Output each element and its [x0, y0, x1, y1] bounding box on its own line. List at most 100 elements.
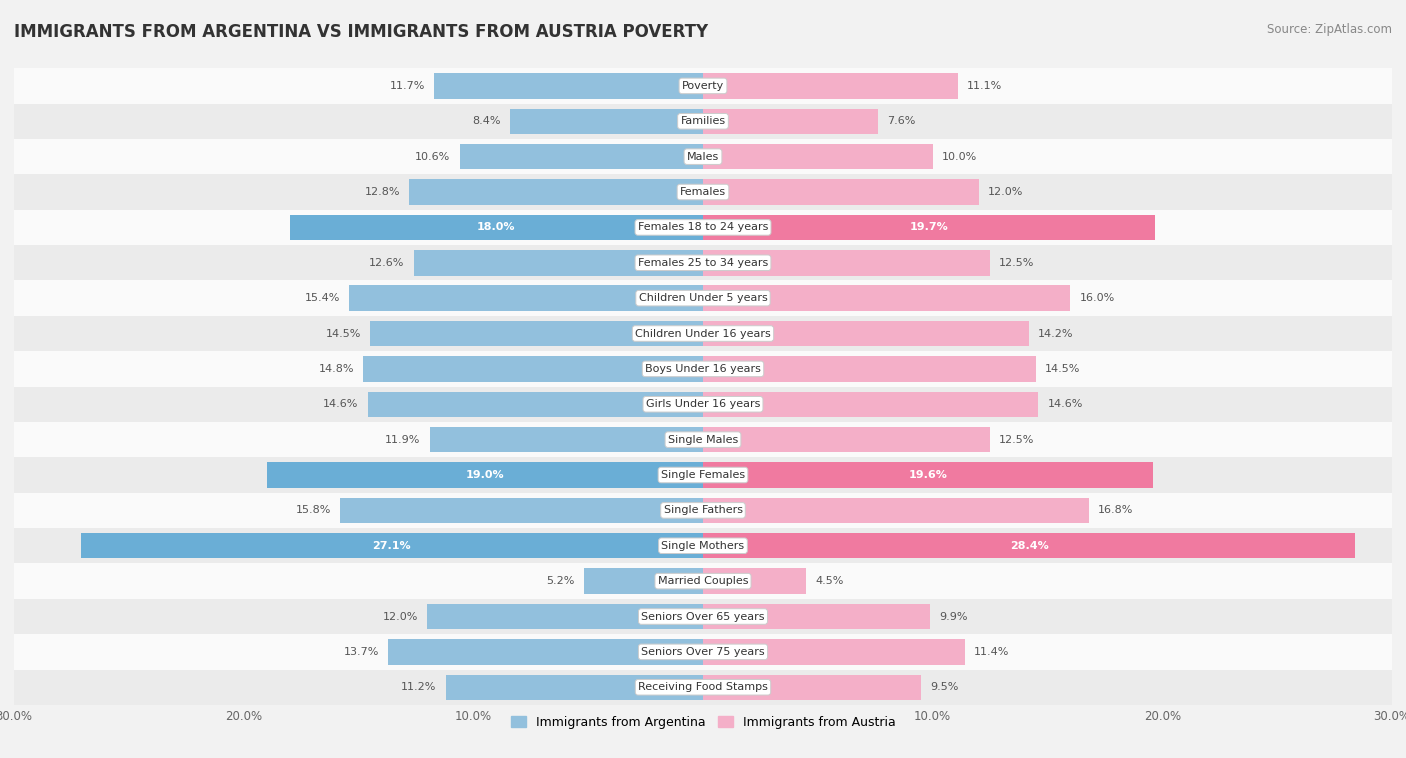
- Text: Single Mothers: Single Mothers: [661, 540, 745, 551]
- Bar: [703, 144, 932, 169]
- Bar: [703, 286, 1070, 311]
- Text: 14.2%: 14.2%: [1038, 328, 1074, 339]
- Text: 8.4%: 8.4%: [472, 116, 501, 127]
- Text: 15.4%: 15.4%: [305, 293, 340, 303]
- Text: Single Fathers: Single Fathers: [664, 506, 742, 515]
- Bar: [14, 493, 1392, 528]
- Bar: [703, 321, 1029, 346]
- Text: Males: Males: [688, 152, 718, 161]
- Bar: [703, 392, 1038, 417]
- Bar: [370, 321, 703, 346]
- Bar: [14, 174, 1392, 210]
- Bar: [14, 210, 1392, 245]
- Text: IMMIGRANTS FROM ARGENTINA VS IMMIGRANTS FROM AUSTRIA POVERTY: IMMIGRANTS FROM ARGENTINA VS IMMIGRANTS …: [14, 23, 709, 41]
- Text: 5.2%: 5.2%: [546, 576, 575, 586]
- Bar: [80, 533, 703, 559]
- Text: 28.4%: 28.4%: [1010, 540, 1049, 551]
- Text: 13.7%: 13.7%: [344, 647, 380, 657]
- Bar: [703, 604, 931, 629]
- Bar: [703, 215, 1156, 240]
- Text: 11.4%: 11.4%: [974, 647, 1010, 657]
- Bar: [583, 568, 703, 594]
- Text: 11.1%: 11.1%: [967, 81, 1002, 91]
- Text: 15.8%: 15.8%: [295, 506, 330, 515]
- Text: 12.5%: 12.5%: [1000, 434, 1035, 445]
- Bar: [368, 392, 703, 417]
- Text: 4.5%: 4.5%: [815, 576, 844, 586]
- Bar: [703, 74, 957, 99]
- Text: 14.8%: 14.8%: [318, 364, 354, 374]
- Bar: [409, 180, 703, 205]
- Text: 19.7%: 19.7%: [910, 222, 949, 233]
- Bar: [703, 250, 990, 275]
- Bar: [703, 427, 990, 453]
- Text: Children Under 5 years: Children Under 5 years: [638, 293, 768, 303]
- Bar: [14, 563, 1392, 599]
- Bar: [703, 639, 965, 665]
- Bar: [703, 108, 877, 134]
- Text: 9.9%: 9.9%: [939, 612, 969, 622]
- Bar: [703, 356, 1036, 381]
- Text: 12.8%: 12.8%: [364, 187, 399, 197]
- Text: Married Couples: Married Couples: [658, 576, 748, 586]
- Text: 12.0%: 12.0%: [988, 187, 1024, 197]
- Bar: [703, 180, 979, 205]
- Text: Boys Under 16 years: Boys Under 16 years: [645, 364, 761, 374]
- Text: 11.7%: 11.7%: [389, 81, 425, 91]
- Text: 12.5%: 12.5%: [1000, 258, 1035, 268]
- Bar: [14, 316, 1392, 351]
- Text: 19.0%: 19.0%: [465, 470, 505, 480]
- Text: 11.9%: 11.9%: [385, 434, 420, 445]
- Bar: [363, 356, 703, 381]
- Bar: [703, 568, 807, 594]
- Text: Families: Families: [681, 116, 725, 127]
- Bar: [14, 599, 1392, 634]
- Bar: [703, 462, 1153, 487]
- Text: 12.0%: 12.0%: [382, 612, 418, 622]
- Bar: [430, 427, 703, 453]
- Bar: [14, 104, 1392, 139]
- Text: 16.0%: 16.0%: [1080, 293, 1115, 303]
- Text: Females: Females: [681, 187, 725, 197]
- Text: Females 18 to 24 years: Females 18 to 24 years: [638, 222, 768, 233]
- Text: 27.1%: 27.1%: [373, 540, 411, 551]
- Bar: [14, 634, 1392, 669]
- Bar: [413, 250, 703, 275]
- Text: 14.5%: 14.5%: [325, 328, 361, 339]
- Text: 9.5%: 9.5%: [931, 682, 959, 692]
- Bar: [427, 604, 703, 629]
- Bar: [434, 74, 703, 99]
- Text: 7.6%: 7.6%: [887, 116, 915, 127]
- Bar: [14, 351, 1392, 387]
- Text: Girls Under 16 years: Girls Under 16 years: [645, 399, 761, 409]
- Bar: [388, 639, 703, 665]
- Text: 14.6%: 14.6%: [323, 399, 359, 409]
- Text: 12.6%: 12.6%: [370, 258, 405, 268]
- Text: 16.8%: 16.8%: [1098, 506, 1133, 515]
- Bar: [290, 215, 703, 240]
- Bar: [14, 422, 1392, 457]
- Text: 14.6%: 14.6%: [1047, 399, 1083, 409]
- Text: 18.0%: 18.0%: [477, 222, 516, 233]
- Text: Children Under 16 years: Children Under 16 years: [636, 328, 770, 339]
- Bar: [510, 108, 703, 134]
- Text: Poverty: Poverty: [682, 81, 724, 91]
- Text: 19.6%: 19.6%: [908, 470, 948, 480]
- Text: Source: ZipAtlas.com: Source: ZipAtlas.com: [1267, 23, 1392, 36]
- Text: Females 25 to 34 years: Females 25 to 34 years: [638, 258, 768, 268]
- Text: Receiving Food Stamps: Receiving Food Stamps: [638, 682, 768, 692]
- Bar: [460, 144, 703, 169]
- Text: 14.5%: 14.5%: [1045, 364, 1081, 374]
- Bar: [446, 675, 703, 700]
- Text: Seniors Over 65 years: Seniors Over 65 years: [641, 612, 765, 622]
- Bar: [14, 245, 1392, 280]
- Bar: [14, 68, 1392, 104]
- Bar: [14, 387, 1392, 422]
- Bar: [703, 533, 1355, 559]
- Bar: [267, 462, 703, 487]
- Bar: [14, 669, 1392, 705]
- Text: 10.6%: 10.6%: [415, 152, 450, 161]
- Text: Single Males: Single Males: [668, 434, 738, 445]
- Text: 11.2%: 11.2%: [401, 682, 437, 692]
- Bar: [14, 139, 1392, 174]
